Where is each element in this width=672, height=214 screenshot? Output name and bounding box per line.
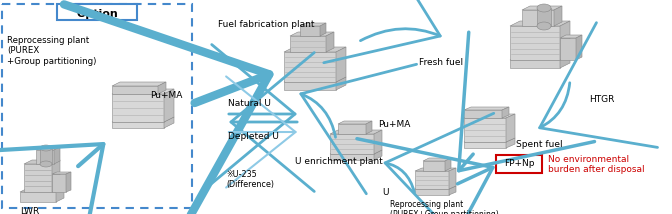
Polygon shape [300, 23, 326, 26]
Polygon shape [464, 142, 506, 148]
Polygon shape [40, 148, 52, 164]
Text: ※U-235
(Difference): ※U-235 (Difference) [226, 170, 274, 189]
Polygon shape [374, 130, 382, 154]
Polygon shape [112, 94, 164, 122]
Polygon shape [464, 110, 502, 118]
Polygon shape [330, 150, 382, 154]
Polygon shape [284, 82, 336, 90]
Polygon shape [560, 55, 570, 68]
Polygon shape [36, 147, 60, 150]
Polygon shape [112, 117, 174, 122]
Polygon shape [464, 118, 506, 142]
Text: Fuel fabrication plant: Fuel fabrication plant [218, 20, 314, 29]
Polygon shape [506, 138, 515, 148]
Polygon shape [24, 160, 60, 164]
Polygon shape [423, 161, 445, 171]
Polygon shape [366, 121, 372, 134]
Polygon shape [66, 172, 71, 192]
Polygon shape [415, 189, 449, 195]
Text: Fresh fuel: Fresh fuel [419, 58, 463, 67]
Text: Option: Option [76, 9, 118, 18]
Polygon shape [415, 171, 449, 189]
Polygon shape [158, 82, 166, 94]
Polygon shape [336, 47, 346, 82]
Polygon shape [290, 36, 326, 52]
Polygon shape [449, 186, 456, 195]
Polygon shape [464, 138, 515, 142]
Polygon shape [445, 158, 451, 171]
Ellipse shape [537, 4, 551, 12]
Polygon shape [537, 8, 551, 26]
Polygon shape [510, 60, 560, 68]
Text: Natural U: Natural U [228, 99, 271, 108]
Polygon shape [52, 160, 60, 192]
Polygon shape [20, 192, 56, 202]
Polygon shape [449, 168, 456, 189]
Text: Depleted U: Depleted U [228, 132, 279, 141]
Text: Reprocessing plant
(PUREX
+Group partitioning): Reprocessing plant (PUREX +Group partiti… [7, 36, 96, 66]
Polygon shape [502, 107, 509, 118]
Polygon shape [506, 114, 515, 142]
Polygon shape [415, 186, 456, 189]
Polygon shape [52, 172, 71, 174]
Text: Pu+MA: Pu+MA [150, 91, 182, 100]
Polygon shape [20, 188, 64, 192]
Polygon shape [112, 89, 174, 94]
FancyBboxPatch shape [496, 155, 542, 173]
Polygon shape [284, 77, 346, 82]
Polygon shape [560, 35, 582, 38]
Polygon shape [338, 124, 366, 134]
Polygon shape [290, 32, 334, 36]
Polygon shape [330, 134, 374, 154]
Polygon shape [330, 154, 374, 160]
Ellipse shape [40, 145, 52, 151]
Polygon shape [164, 89, 174, 122]
Polygon shape [320, 23, 326, 36]
Polygon shape [54, 147, 60, 164]
Text: U: U [382, 188, 388, 197]
Polygon shape [112, 82, 166, 86]
Polygon shape [326, 32, 334, 52]
Polygon shape [338, 121, 372, 124]
Polygon shape [510, 21, 570, 26]
Polygon shape [336, 77, 346, 90]
Polygon shape [56, 188, 64, 202]
Text: FP+Np: FP+Np [504, 159, 534, 168]
Polygon shape [464, 107, 509, 110]
Polygon shape [510, 55, 570, 60]
Polygon shape [560, 38, 576, 60]
Text: U enrichment plant: U enrichment plant [295, 157, 383, 166]
FancyBboxPatch shape [57, 4, 137, 20]
Text: Spent fuel: Spent fuel [516, 140, 562, 149]
Text: HTGR: HTGR [589, 95, 614, 104]
Polygon shape [554, 6, 562, 26]
Polygon shape [560, 21, 570, 60]
Polygon shape [300, 26, 320, 36]
Polygon shape [36, 150, 54, 164]
Polygon shape [112, 86, 158, 94]
Text: No environmental
burden after disposal: No environmental burden after disposal [548, 155, 644, 174]
Polygon shape [52, 174, 66, 192]
Polygon shape [464, 114, 515, 118]
Polygon shape [374, 150, 382, 160]
Polygon shape [576, 35, 582, 60]
Polygon shape [164, 117, 174, 128]
Polygon shape [330, 130, 382, 134]
Polygon shape [24, 164, 52, 192]
Text: LWR: LWR [20, 207, 40, 214]
Polygon shape [522, 10, 554, 26]
Polygon shape [423, 158, 451, 161]
Polygon shape [112, 122, 164, 128]
Polygon shape [415, 168, 456, 171]
Text: Reprocessing plant
(PUREX+Group partitioning): Reprocessing plant (PUREX+Group partitio… [390, 200, 499, 214]
Polygon shape [284, 47, 346, 52]
Ellipse shape [40, 161, 52, 167]
Polygon shape [522, 6, 562, 10]
Polygon shape [510, 26, 560, 60]
Text: Pu+MA: Pu+MA [378, 120, 411, 129]
Polygon shape [284, 52, 336, 82]
Ellipse shape [537, 22, 551, 30]
